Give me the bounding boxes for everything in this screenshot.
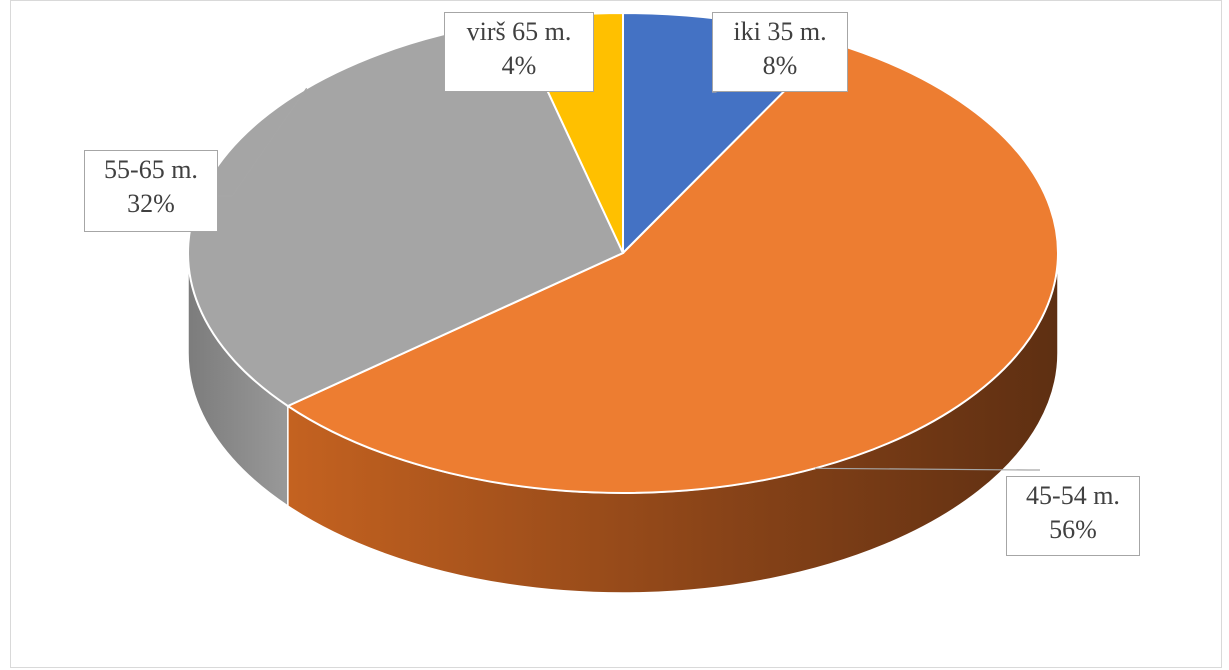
leader-line-55-65	[218, 87, 308, 197]
data-label-iki-35: iki 35 m. 8%	[712, 12, 848, 92]
data-label-virs-65: virš 65 m. 4%	[444, 12, 594, 92]
label-category: virš 65 m.	[466, 17, 572, 46]
label-percent: 56%	[1049, 515, 1097, 544]
label-category: 45-54 m.	[1026, 481, 1120, 510]
data-label-45-54: 45-54 m. 56%	[1006, 476, 1140, 556]
label-category: iki 35 m.	[733, 17, 827, 46]
label-percent: 4%	[501, 51, 537, 80]
label-category: 55-65 m.	[104, 155, 198, 184]
data-label-55-65: 55-65 m. 32%	[84, 150, 218, 232]
label-percent: 32%	[127, 189, 175, 218]
pie-slice-45-54	[285, 41, 1059, 494]
leader-line-45-54	[815, 467, 1040, 471]
label-percent: 8%	[762, 51, 798, 80]
